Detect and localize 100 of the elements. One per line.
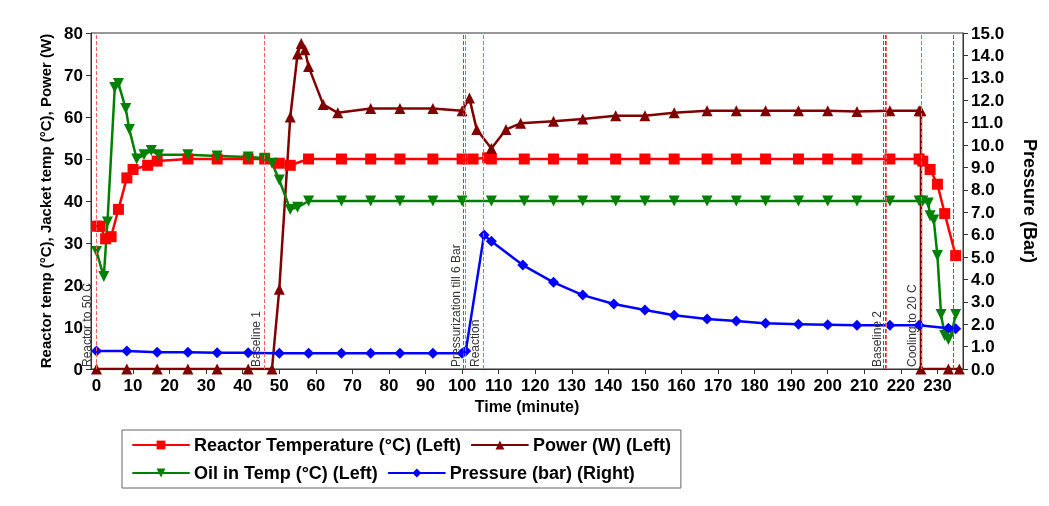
point: [577, 195, 589, 207]
point: [851, 106, 863, 118]
point: [730, 153, 742, 165]
point: [123, 124, 135, 136]
y2-tick-label: 10.0: [971, 135, 1005, 155]
x-tick-label: 200: [813, 376, 842, 395]
point: [105, 231, 117, 243]
point: [548, 195, 560, 207]
point: [701, 105, 713, 117]
legend-label: Pressure (bar) (Right): [449, 463, 635, 483]
y2-tick-label: 6.0: [971, 225, 995, 245]
point: [518, 195, 530, 207]
x-tick-label: 20: [160, 376, 180, 395]
y-tick-label: 20: [64, 275, 83, 295]
point: [273, 174, 285, 186]
point: [822, 319, 834, 331]
x-tick-label: 220: [886, 376, 916, 395]
y2-tick-label: 14.0: [971, 45, 1005, 65]
y2-tick-label: 2.0: [971, 314, 995, 334]
x-tick-label: 80: [379, 376, 399, 395]
point: [792, 195, 804, 207]
legend-label: Oil in Temp (°C) (Left): [194, 463, 378, 483]
point: [332, 107, 344, 119]
point: [335, 347, 347, 359]
point: [112, 77, 124, 89]
point: [515, 117, 527, 129]
y2-tick-label: 13.0: [971, 68, 1005, 88]
point: [577, 289, 589, 301]
point: [120, 103, 132, 115]
point: [365, 103, 377, 115]
point: [931, 178, 943, 190]
point: [548, 115, 560, 127]
point: [335, 195, 347, 207]
point: [792, 318, 804, 330]
point: [701, 153, 713, 165]
point: [822, 105, 834, 117]
point: [485, 195, 497, 207]
point: [121, 363, 133, 375]
point: [610, 195, 622, 207]
point: [153, 149, 165, 161]
point: [463, 92, 475, 104]
point: [467, 153, 479, 165]
point: [394, 195, 406, 207]
y-tick-label: 50: [64, 149, 83, 169]
ref-line-label: Pressurization till 6 Bar: [449, 244, 464, 367]
x-tick-label: 10: [123, 376, 143, 395]
point: [182, 346, 194, 358]
x-tick-label: 140: [594, 376, 623, 395]
point: [427, 195, 439, 207]
point: [668, 153, 680, 165]
point: [303, 61, 315, 73]
point: [142, 159, 154, 171]
point: [548, 276, 560, 288]
x-tick-label: 150: [630, 376, 660, 395]
point: [266, 157, 278, 169]
point: [151, 155, 163, 167]
y-tick-label: 0: [73, 359, 83, 379]
point: [303, 195, 315, 207]
point: [760, 153, 772, 165]
point: [427, 347, 439, 359]
point: [273, 283, 285, 295]
point: [730, 105, 742, 117]
point: [365, 347, 377, 359]
y2-tick-label: 12.0: [971, 90, 1005, 110]
ref-line-label: Cooling to 20 C: [904, 283, 919, 367]
point: [668, 107, 680, 119]
x-axis-title: Time (minute): [474, 398, 580, 416]
point: [500, 124, 512, 136]
y-tick-label: 70: [64, 65, 83, 85]
point: [365, 195, 377, 207]
y-axis-title: Reactor temp (°C), Jacket temp (°C), Power (W): [37, 33, 55, 369]
point: [182, 363, 194, 375]
point: [182, 149, 194, 161]
point: [822, 195, 834, 207]
point: [639, 153, 651, 165]
point: [273, 157, 285, 169]
point: [577, 153, 589, 165]
point: [577, 113, 589, 125]
y2-tick-label: 7.0: [971, 202, 995, 222]
x-tick-label: 190: [776, 376, 806, 395]
x-tick-label: 180: [740, 376, 769, 395]
y2-tick-label: 8.0: [971, 180, 995, 200]
point: [427, 153, 439, 165]
x-tick-label: 100: [447, 376, 477, 395]
x-tick-label: 230: [923, 376, 952, 395]
y-tick-label: 10: [64, 317, 83, 337]
point: [953, 363, 965, 375]
x-tick-label: 160: [667, 376, 696, 395]
point: [639, 304, 651, 316]
point: [471, 124, 483, 136]
x-tick-label: 0: [91, 376, 102, 395]
point: [518, 153, 530, 165]
point: [924, 164, 936, 175]
y2-tick-label: 3.0: [971, 292, 995, 312]
point: [730, 315, 742, 327]
y2-tick-label: 9.0: [971, 157, 995, 177]
point: [760, 195, 772, 207]
point: [266, 363, 278, 375]
point: [284, 159, 296, 171]
y2-tick-label: 0.0: [971, 359, 995, 379]
